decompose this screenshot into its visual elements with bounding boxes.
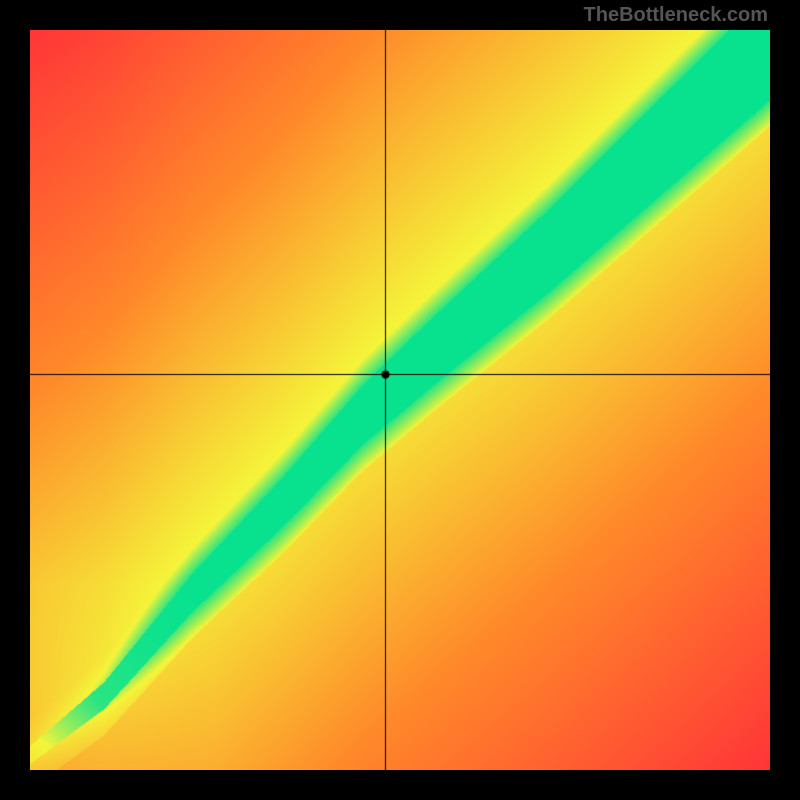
bottleneck-heatmap-chart <box>30 30 770 770</box>
heatmap-canvas <box>30 30 770 770</box>
watermark-text: TheBottleneck.com <box>584 4 768 27</box>
